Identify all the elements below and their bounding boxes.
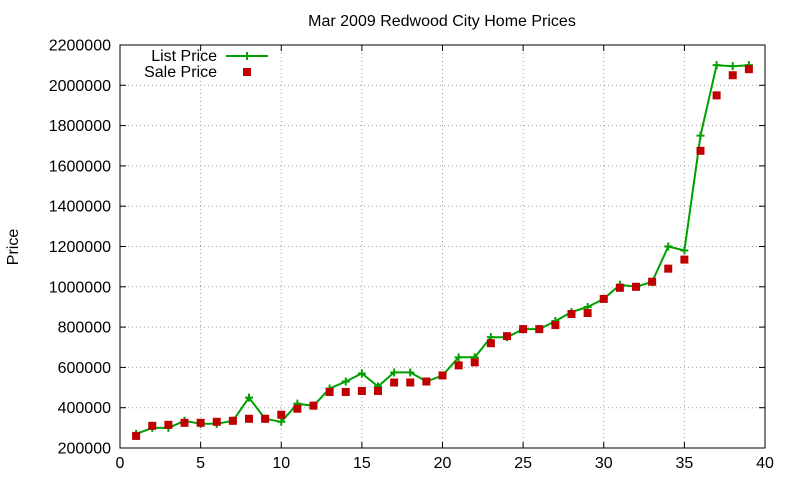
sale-price-point: [583, 308, 592, 317]
sale-price-point: [325, 387, 334, 396]
y-tick-label: 200000: [58, 441, 111, 458]
sale-price-point: [438, 371, 447, 380]
sale-price-point: [164, 420, 173, 429]
x-tick-label: 5: [196, 455, 205, 472]
y-tick-label: 600000: [58, 360, 111, 377]
y-tick-label: 1000000: [49, 279, 111, 296]
sale-price-point: [648, 277, 657, 286]
list-price-point: [341, 377, 350, 386]
sale-price-point: [696, 146, 705, 155]
sale-price-point: [357, 386, 366, 395]
y-tick-label: 1600000: [49, 158, 111, 175]
sale-price-point: [228, 416, 237, 425]
x-axis-tick-labels: 0 5 10 15 20 25 30 35 40: [116, 455, 774, 472]
series: [132, 61, 753, 440]
sale-price-point: [261, 414, 270, 423]
y-tick-label: 800000: [58, 320, 111, 337]
y-tick-label: 1800000: [49, 118, 111, 135]
y-tick-label: 2000000: [49, 78, 111, 95]
list-price-point: [390, 368, 399, 377]
legend-marker-sale-price: [243, 68, 251, 76]
sale-price-point: [615, 283, 624, 292]
x-tick-label: 0: [116, 455, 125, 472]
y-axis-tick-labels: 200000 400000 600000 800000 1000000 1200000 14…: [49, 38, 111, 458]
sale-price-point: [277, 410, 286, 419]
sale-price-point: [454, 361, 463, 370]
sale-price-point: [212, 417, 221, 426]
y-tick-label: 400000: [58, 400, 111, 417]
x-tick-label: 30: [595, 455, 613, 472]
y-tick-label: 2200000: [49, 38, 111, 55]
legend-marker-list-price: [243, 52, 251, 60]
list-price-point: [454, 353, 463, 362]
legend-label-list-price: List Price: [151, 48, 217, 65]
x-tick-label: 25: [514, 455, 532, 472]
sale-price-point: [567, 310, 576, 319]
sale-price-point: [599, 294, 608, 303]
x-tick-label: 10: [272, 455, 290, 472]
sale-price-point: [470, 358, 479, 367]
list-price-point: [664, 242, 673, 251]
sale-price-point: [680, 255, 689, 264]
list-price-point: [712, 61, 721, 70]
sale-price-point: [245, 414, 253, 423]
list-price-point: [728, 62, 737, 71]
list-price-point: [680, 246, 689, 255]
sale-price-point: [712, 91, 721, 100]
legend: List Price Sale Price: [144, 48, 268, 81]
axis-ticks: [119, 44, 766, 449]
list-price-point: [406, 368, 415, 377]
x-tick-label: 15: [353, 455, 371, 472]
sale-price-point: [406, 378, 415, 387]
sale-price-point: [664, 264, 673, 273]
sale-price-point: [535, 325, 544, 334]
list-price-point: [696, 131, 705, 140]
sale-price-point: [180, 418, 189, 427]
x-tick-label: 40: [756, 455, 774, 472]
sale-price-point: [390, 378, 399, 387]
sale-price-point: [148, 421, 157, 430]
x-tick-label: 20: [434, 455, 452, 472]
chart-title: Mar 2009 Redwood City Home Prices: [308, 13, 576, 30]
sale-price-point: [744, 65, 753, 74]
sale-price-point: [132, 431, 141, 440]
y-tick-label: 1400000: [49, 199, 111, 216]
y-axis-label: Price: [5, 229, 22, 266]
y-tick-label: 1200000: [49, 239, 111, 256]
list-price-point: [357, 369, 366, 378]
sale-price-point: [196, 418, 205, 427]
legend-label-sale-price: Sale Price: [144, 64, 217, 81]
sale-price-point: [374, 386, 382, 395]
sale-price-point: [503, 332, 511, 341]
sale-price-point: [728, 71, 737, 80]
x-tick-label: 35: [675, 455, 693, 472]
sale-price-point: [632, 282, 640, 291]
list-price-point: [277, 417, 286, 426]
sale-price-point: [519, 325, 528, 334]
sale-price-point: [341, 387, 350, 396]
sale-price-point: [422, 377, 431, 386]
sale-price-point: [309, 401, 318, 410]
sale-price-point: [486, 339, 495, 348]
list-price-point: [245, 393, 253, 402]
sale-price-point: [551, 321, 560, 330]
sale-price-point: [293, 404, 302, 413]
